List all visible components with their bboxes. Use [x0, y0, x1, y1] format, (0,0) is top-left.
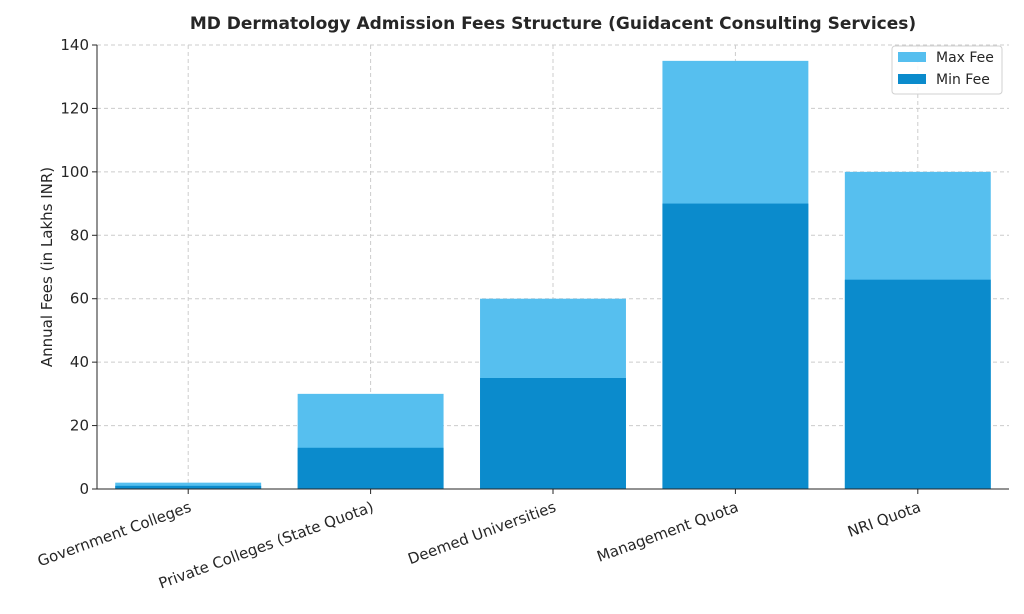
x-tick-label: Management Quota: [594, 498, 740, 566]
x-tick-label: NRI Quota: [845, 498, 923, 541]
y-axis-label: Annual Fees (in Lakhs INR): [38, 167, 56, 367]
legend-swatch: [898, 74, 926, 84]
y-tick-label: 80: [70, 226, 89, 244]
y-tick-label: 100: [60, 163, 89, 181]
chart-title: MD Dermatology Admission Fees Structure …: [190, 14, 916, 34]
legend-label: Max Fee: [936, 50, 994, 66]
y-tick-label: 120: [60, 99, 89, 117]
y-tick-label: 60: [70, 290, 89, 308]
legend: Max Fee Min Fee: [891, 45, 1003, 95]
y-tick-label: 0: [79, 480, 89, 498]
y-tick-label: 140: [60, 36, 89, 54]
legend-swatch: [898, 52, 926, 62]
bar-max-fee: [115, 482, 262, 489]
bar-min-fee: [662, 203, 809, 490]
y-tick-label: 20: [70, 417, 89, 435]
x-tick-label: Government Colleges: [35, 498, 194, 570]
bar-min-fee: [480, 378, 626, 489]
x-tick-label: Deemed Universities: [405, 498, 558, 568]
legend-label: Min Fee: [936, 72, 990, 88]
bar-min-fee: [844, 279, 991, 489]
bar-min-fee: [297, 447, 444, 489]
bar-min-fee: [115, 485, 262, 489]
y-tick-label: 40: [70, 353, 89, 371]
